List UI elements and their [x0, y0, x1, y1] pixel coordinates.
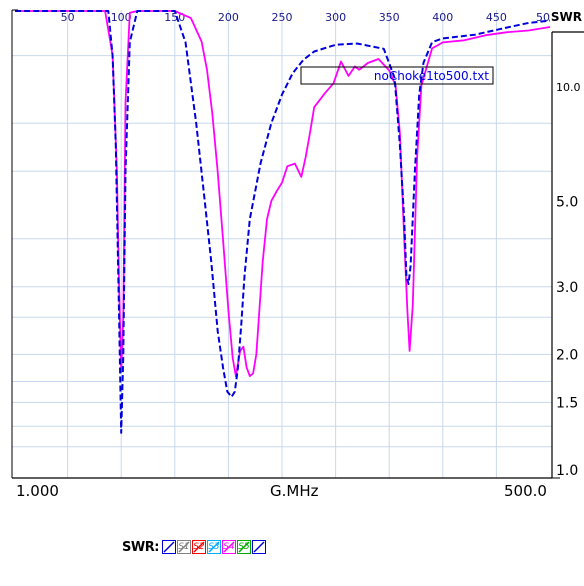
right-axis-title: SWR: [551, 10, 582, 24]
legend-item[interactable]: [161, 540, 176, 554]
legend-item-label: S4: [223, 542, 235, 552]
top-tick-label: 200: [218, 11, 239, 24]
swr-legend: SWR: S1 S2 S3 S4 S5: [122, 539, 267, 555]
series-layer: [15, 10, 551, 434]
top-tick-label: 50: [536, 11, 550, 24]
top-tick-label: 450: [486, 11, 507, 24]
right-axis-ticks: 10.0 5.0 3.0 2.0 1.5 1.0: [556, 81, 581, 479]
right-tick-label: 3.0: [556, 280, 578, 296]
legend-item-label: S2: [193, 542, 205, 552]
top-tick-label: 100: [111, 11, 132, 24]
x-unit-label: G.MHz: [270, 482, 319, 500]
legend-item[interactable]: S1: [176, 540, 191, 554]
legend-item-label: S3: [208, 542, 220, 552]
legend-slash-icon: [208, 541, 220, 553]
right-tick-label: 1.0: [556, 463, 578, 479]
legend-item[interactable]: S5: [236, 540, 251, 554]
legend-item-label: S1: [178, 542, 190, 552]
x-min-label: 1.000: [16, 482, 59, 500]
top-tick-label: 250: [272, 11, 293, 24]
series-line-magenta: [15, 10, 551, 378]
legend-slash-icon: [163, 541, 175, 553]
legend-item[interactable]: S3: [206, 540, 221, 554]
legend-item[interactable]: S2: [191, 540, 206, 554]
legend-slash-icon: [253, 541, 265, 553]
file-label: noChoke1to500.txt: [374, 69, 489, 83]
right-tick-label: 10.0: [556, 81, 581, 94]
legend-item[interactable]: [251, 540, 266, 554]
legend-label: SWR:: [122, 539, 159, 555]
legend-slash-icon: [238, 541, 250, 553]
top-tick-label: 350: [379, 11, 400, 24]
right-tick-label: 1.5: [556, 395, 578, 411]
series-line-blue-dashed: [15, 10, 551, 434]
legend-slash-icon: [178, 541, 190, 553]
right-tick-label: 5.0: [556, 195, 578, 211]
plot-frame: [11, 9, 584, 479]
legend-boxes: S1 S2 S3 S4 S5: [161, 540, 267, 554]
chart-grid: [12, 10, 552, 478]
legend-item-label: S5: [238, 542, 250, 552]
legend-item[interactable]: S4: [221, 540, 236, 554]
right-tick-label: 2.0: [556, 347, 578, 363]
x-max-label: 500.0: [504, 482, 547, 500]
top-tick-label: 50: [61, 11, 75, 24]
top-axis-ticks: 50 100 150 200 250 300 350 400 450 50: [61, 11, 550, 24]
top-tick-label: 300: [325, 11, 346, 24]
top-tick-label: 400: [432, 11, 453, 24]
legend-slash-icon: [223, 541, 235, 553]
file-label-box: noChoke1to500.txt: [300, 66, 494, 85]
legend-slash-icon: [193, 541, 205, 553]
